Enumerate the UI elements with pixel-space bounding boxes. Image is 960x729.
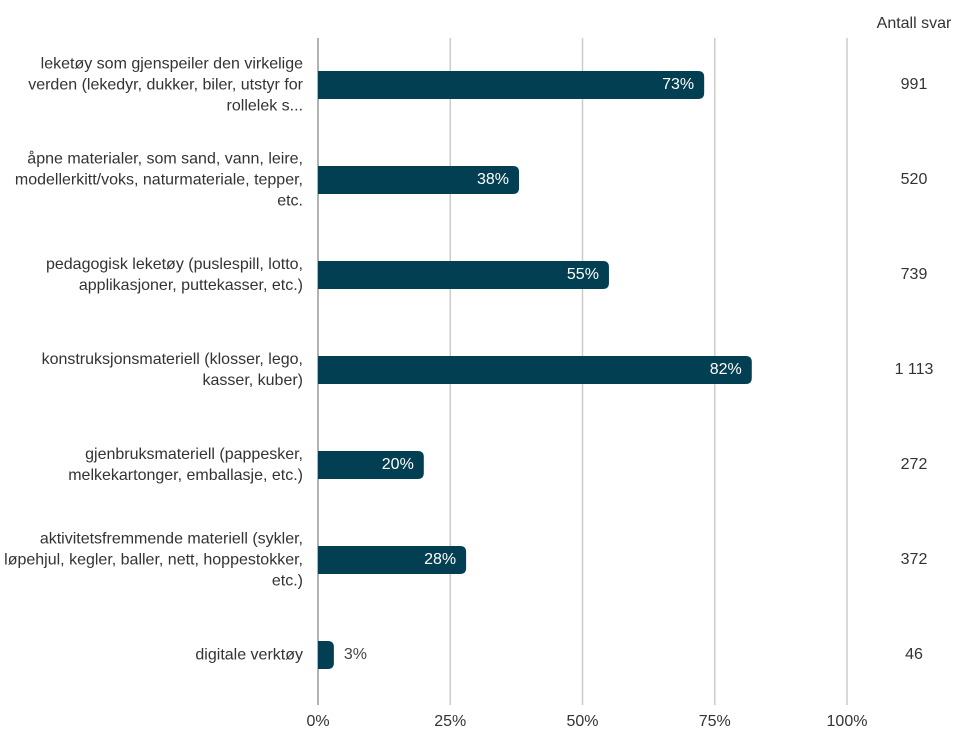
count: 520: [901, 171, 928, 188]
count: 272: [901, 456, 928, 473]
category-label: leketøy som gjenspeiler den virkelige ve…: [28, 55, 303, 115]
count: 991: [901, 76, 928, 93]
category-label: digitale verktøy: [195, 646, 303, 664]
category-label: gjenbruksmateriell (pappesker, melkekart…: [68, 446, 303, 484]
data-label: 82%: [710, 361, 742, 378]
bar: [318, 71, 705, 99]
data-label: 73%: [662, 76, 694, 93]
x-tick-label: 50%: [566, 713, 598, 729]
bar: [318, 546, 467, 574]
data-label: 38%: [477, 171, 509, 188]
count: 372: [901, 551, 928, 568]
category-label: konstruksjonsmateriell (klosser, lego, k…: [41, 351, 303, 389]
bar: [318, 641, 334, 669]
x-tick-label: 0%: [306, 713, 329, 729]
bar: [318, 261, 609, 289]
data-label: 20%: [382, 456, 414, 473]
x-tick-label: 25%: [434, 713, 466, 729]
category-label: aktivitetsfremmende materiell (sykler, l…: [4, 530, 303, 590]
category-label: pedagogisk leketøy (puslespill, lotto, a…: [45, 256, 303, 294]
data-label: 28%: [424, 551, 456, 568]
count: 739: [901, 266, 928, 283]
x-tick-label: 75%: [699, 713, 731, 729]
count: 46: [905, 646, 923, 663]
bar: [318, 356, 752, 384]
data-label: 3%: [344, 646, 367, 663]
x-tick-label: 100%: [827, 713, 868, 729]
count: 1 113: [895, 361, 934, 378]
count-title: Antall svar: [877, 15, 952, 32]
bar: [318, 166, 520, 194]
category-label: åpne materialer, som sand, vann, leire, …: [14, 150, 303, 210]
bar: [318, 451, 424, 479]
data-label: 55%: [567, 266, 599, 283]
